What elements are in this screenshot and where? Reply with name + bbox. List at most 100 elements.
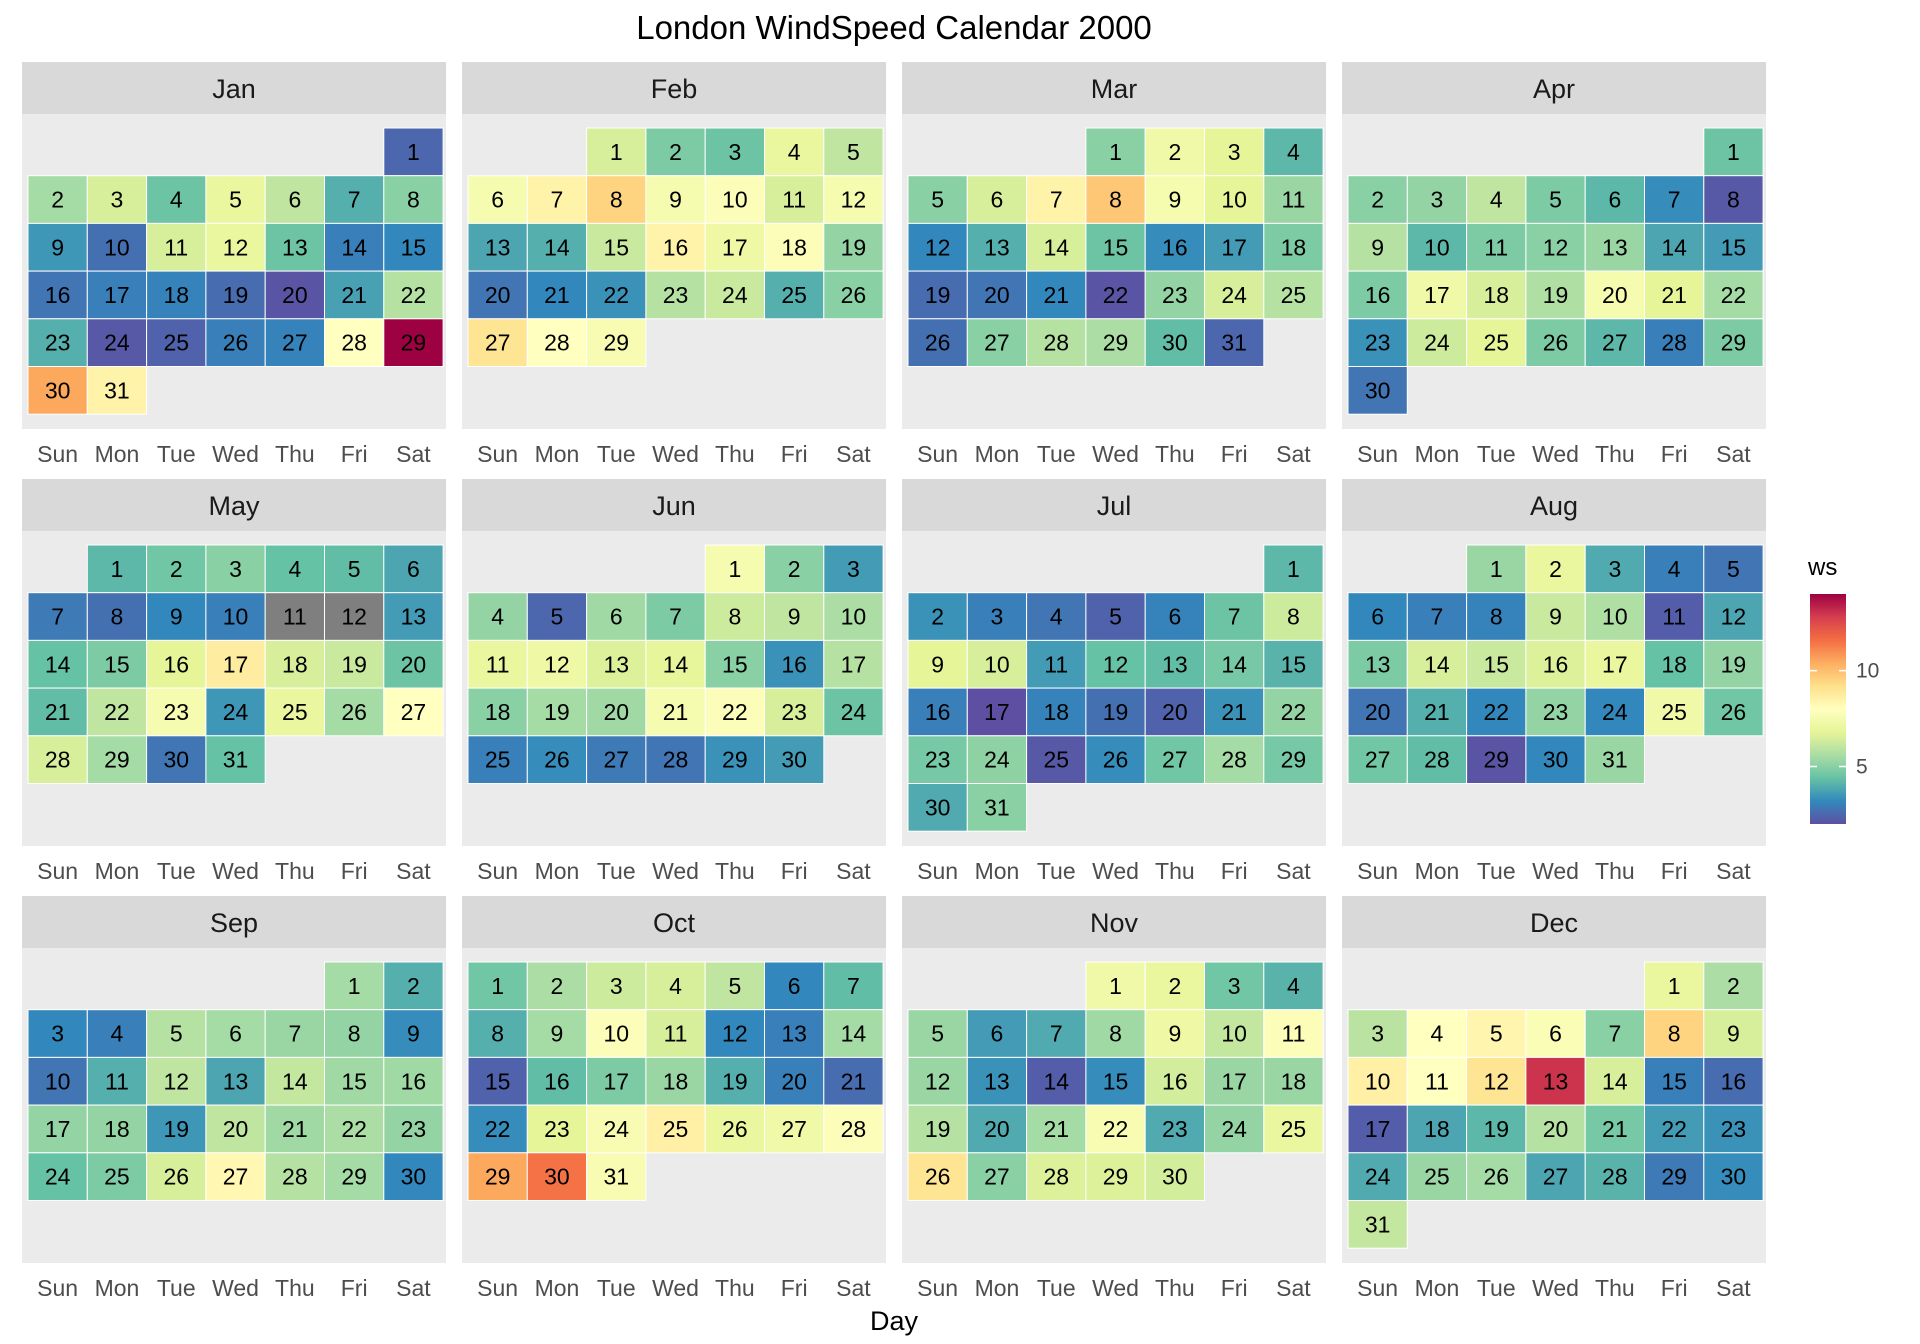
weekday-label: Wed xyxy=(652,1275,699,1301)
day-number: 7 xyxy=(1608,1021,1621,1047)
day-cell xyxy=(27,366,88,415)
day-cell xyxy=(1347,1009,1408,1058)
day-cell xyxy=(823,270,884,320)
day-cell xyxy=(704,222,766,272)
day-number: 11 xyxy=(782,187,806,213)
weekday-label: Mon xyxy=(975,441,1020,467)
month-strip xyxy=(1342,896,1766,948)
day-cell xyxy=(1584,639,1645,689)
day-number: 2 xyxy=(1371,187,1384,213)
day-cell xyxy=(1703,1104,1764,1154)
weekday-label: Sat xyxy=(1716,858,1751,884)
day-cell xyxy=(205,318,266,367)
day-cell xyxy=(1263,687,1324,737)
day-cell xyxy=(27,1056,88,1106)
weekday-label: Thu xyxy=(1595,858,1635,884)
day-number: 13 xyxy=(781,1021,807,1047)
weekday-label: Tue xyxy=(1037,858,1076,884)
day-cell xyxy=(1525,1152,1586,1202)
day-cell xyxy=(966,687,1028,737)
day-cell xyxy=(1406,735,1468,784)
day-cell xyxy=(1703,687,1764,737)
day-cell xyxy=(146,544,207,594)
day-number: 8 xyxy=(348,1021,361,1047)
day-number: 5 xyxy=(931,1021,944,1047)
weekday-label: Mon xyxy=(535,1275,580,1301)
day-cell xyxy=(264,175,326,224)
weekday-label: Wed xyxy=(652,441,699,467)
day-cell xyxy=(907,783,968,832)
day-cell xyxy=(1144,1056,1205,1106)
day-cell xyxy=(1347,1152,1408,1202)
day-cell xyxy=(1204,1009,1265,1058)
legend-ticks: 5 10 xyxy=(1810,660,1879,779)
day-cell xyxy=(1466,1009,1527,1058)
day-cell xyxy=(586,1009,647,1058)
day-cell xyxy=(1347,175,1408,224)
day-number: 11 xyxy=(105,1068,129,1094)
day-number: 10 xyxy=(1424,234,1450,260)
weekday-label: Mon xyxy=(975,1275,1020,1301)
day-cell xyxy=(645,127,706,177)
day-cell xyxy=(467,1152,528,1202)
weekday-label: Tue xyxy=(1477,1275,1516,1301)
day-cell xyxy=(1644,961,1705,1011)
day-number: 6 xyxy=(1168,604,1181,630)
day-cell xyxy=(383,687,444,737)
day-number: 19 xyxy=(925,282,951,308)
day-number: 29 xyxy=(1721,330,1747,356)
day-cell xyxy=(586,735,647,784)
day-number: 12 xyxy=(1103,651,1129,677)
day-cell xyxy=(264,592,326,641)
day-cell xyxy=(1026,639,1087,689)
day-cell xyxy=(467,175,528,224)
day-cell xyxy=(264,1104,326,1154)
day-number: 26 xyxy=(163,1164,189,1190)
day-number: 4 xyxy=(1050,604,1063,630)
day-number: 24 xyxy=(841,699,867,725)
day-number: 6 xyxy=(288,187,301,213)
day-number: 7 xyxy=(348,187,361,213)
day-number: 5 xyxy=(348,556,361,582)
day-number: 6 xyxy=(229,1021,242,1047)
day-cell xyxy=(1347,639,1408,689)
day-number: 30 xyxy=(1543,747,1569,773)
month-strip xyxy=(22,479,446,531)
day-number: 12 xyxy=(341,604,367,630)
legend: ws 5 10 xyxy=(1807,554,1879,824)
day-number: 14 xyxy=(282,1068,308,1094)
day-number: 6 xyxy=(1549,1021,1562,1047)
day-cell xyxy=(1466,1152,1527,1202)
day-cell xyxy=(1263,1056,1324,1106)
day-number: 13 xyxy=(282,234,308,260)
day-cell xyxy=(27,1152,88,1202)
day-cell xyxy=(1406,639,1468,689)
day-cell xyxy=(146,592,207,641)
day-number: 18 xyxy=(1661,651,1687,677)
day-cell xyxy=(1026,1152,1087,1202)
day-cell xyxy=(324,270,385,320)
day-cell xyxy=(1263,1009,1324,1058)
month-strip xyxy=(462,896,886,948)
day-cell xyxy=(526,961,588,1011)
day-cell xyxy=(1703,592,1764,641)
day-cell xyxy=(526,639,588,689)
day-cell xyxy=(764,175,825,224)
month-label: Mar xyxy=(1091,74,1138,104)
day-number: 25 xyxy=(1281,282,1307,308)
weekday-label: Sun xyxy=(917,858,958,884)
day-number: 28 xyxy=(1602,1164,1628,1190)
day-number: 27 xyxy=(603,747,629,773)
weekday-label: Tue xyxy=(1037,1275,1076,1301)
day-cell xyxy=(1204,222,1265,272)
day-number: 18 xyxy=(1281,1068,1307,1094)
day-number: 12 xyxy=(223,234,249,260)
day-number: 23 xyxy=(401,1116,427,1142)
day-number: 4 xyxy=(788,139,801,165)
day-number: 19 xyxy=(544,699,570,725)
day-number: 25 xyxy=(485,747,511,773)
day-number: 18 xyxy=(781,234,807,260)
day-cell xyxy=(1584,592,1645,641)
day-number: 11 xyxy=(486,651,510,677)
